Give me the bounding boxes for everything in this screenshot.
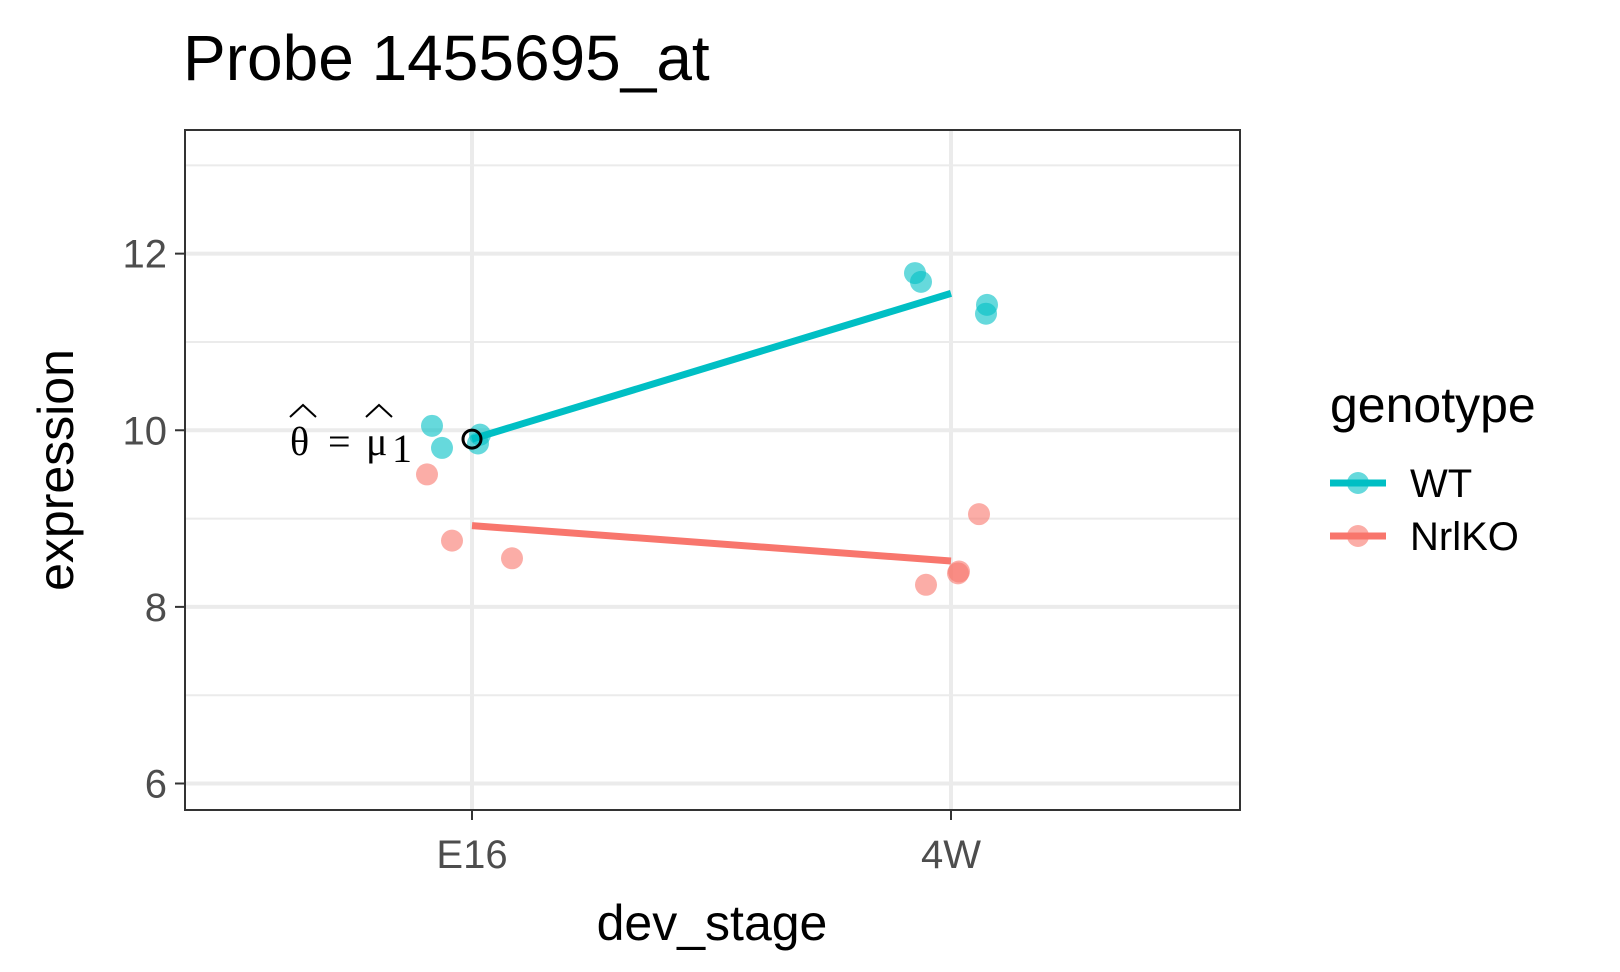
mu-hat-symbol: μ bbox=[366, 419, 387, 464]
legend-title: genotype bbox=[1330, 377, 1536, 433]
grid bbox=[185, 130, 1240, 810]
x-tick-label: 4W bbox=[921, 833, 981, 877]
x-axis-title: dev_stage bbox=[597, 895, 828, 951]
x-tick-label: E16 bbox=[436, 833, 507, 877]
theta-hat-accent bbox=[289, 403, 317, 418]
data-point-wt bbox=[431, 436, 453, 459]
y-tick-label: 12 bbox=[123, 233, 168, 277]
fit-line-nrlko bbox=[471, 522, 952, 565]
annotation: θ = μ 1 bbox=[289, 403, 483, 471]
data-point-nrlko bbox=[968, 503, 990, 526]
legend: genotype WT NrlKO bbox=[1330, 377, 1536, 559]
data-point-nrlko bbox=[947, 562, 969, 585]
estimate-marker bbox=[461, 428, 483, 450]
fit-lines bbox=[470, 290, 953, 565]
equals-sign: = bbox=[328, 419, 351, 464]
data-point-wt bbox=[467, 432, 489, 455]
y-tick-label: 8 bbox=[145, 586, 167, 630]
theta-hat-symbol: θ bbox=[290, 419, 309, 464]
plot-panel bbox=[185, 130, 1240, 810]
legend-key-point bbox=[1347, 525, 1369, 547]
chart-title: Probe 1455695_at bbox=[183, 22, 710, 94]
data-point-nrlko bbox=[441, 529, 463, 552]
axes: 6 8 10 12 E16 4W bbox=[123, 233, 982, 877]
legend-label: NrlKO bbox=[1410, 515, 1519, 559]
plot-border bbox=[184, 129, 1241, 811]
data-points bbox=[416, 262, 998, 596]
data-point-wt bbox=[910, 270, 932, 293]
data-point-wt bbox=[421, 414, 443, 437]
mu-hat-accent bbox=[365, 403, 393, 418]
legend-key-point bbox=[1347, 472, 1369, 494]
data-point-nrlko bbox=[416, 463, 438, 486]
y-axis-title: expression bbox=[28, 349, 84, 591]
legend-label: WT bbox=[1410, 462, 1472, 506]
y-tick-label: 10 bbox=[123, 409, 168, 453]
fit-line-wt bbox=[470, 290, 953, 443]
y-tick-label: 6 bbox=[145, 763, 167, 807]
mu-subscript: 1 bbox=[392, 426, 412, 471]
data-point-nrlko bbox=[501, 547, 523, 570]
data-point-nrlko bbox=[915, 573, 937, 596]
data-point-wt bbox=[975, 302, 997, 325]
